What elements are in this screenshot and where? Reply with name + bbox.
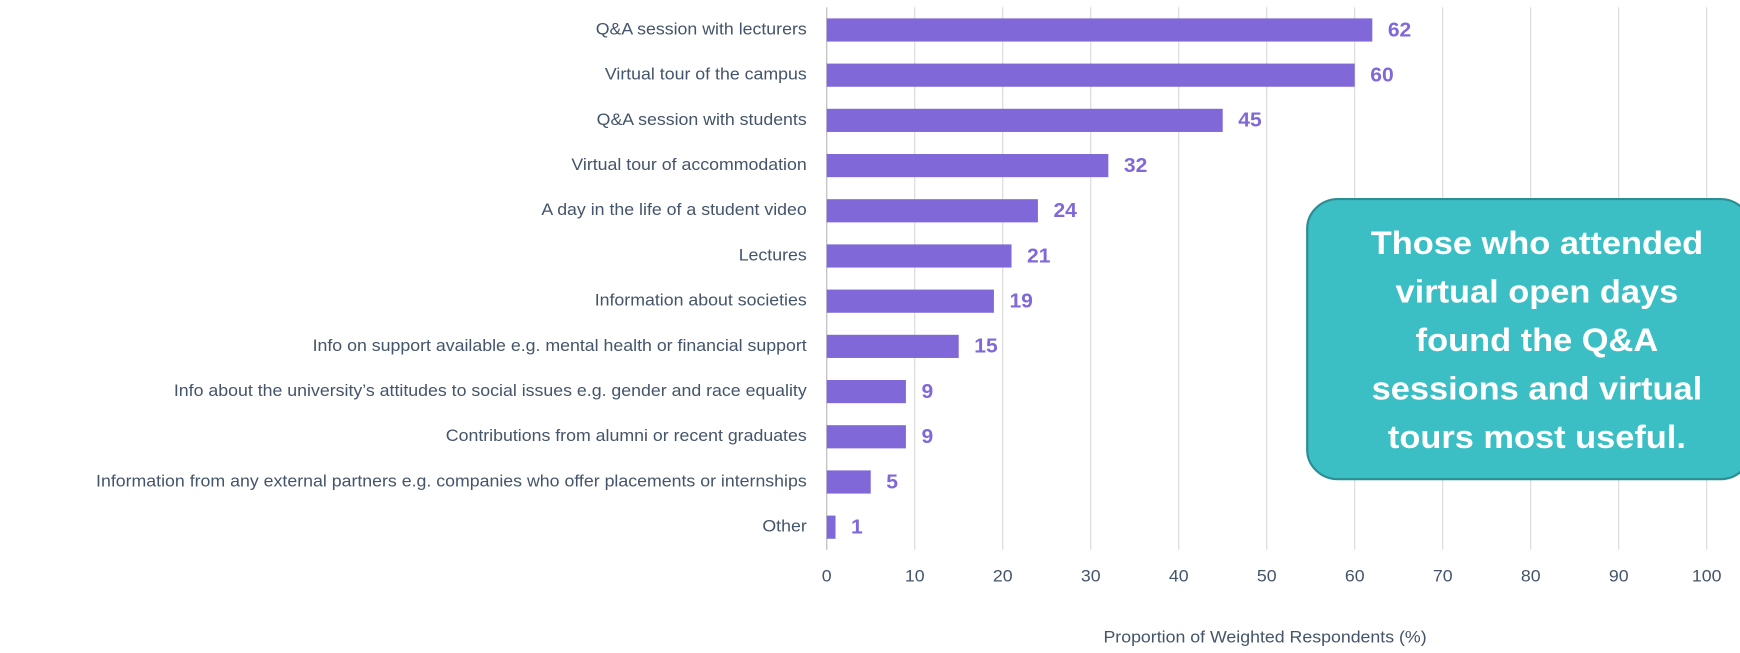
y-tick-label: Other [762,516,807,535]
x-tick-label: 70 [1433,566,1453,585]
annotation-text: Those who attended [1371,226,1703,262]
bar [826,334,959,358]
bar [826,63,1355,87]
y-tick-label: Contributions from alumni or recent grad… [446,426,807,445]
value-label: 5 [886,471,898,493]
y-tick-label: Q&A session with lecturers [596,19,807,38]
y-tick-label: Virtual tour of accommodation [571,154,806,173]
x-tick-label: 50 [1257,566,1277,585]
annotation-box [1306,198,1740,481]
value-label: 45 [1238,109,1261,131]
y-tick-label: Lectures [739,245,807,264]
value-label: 62 [1388,19,1411,41]
y-tick-label: Q&A session with students [597,109,807,128]
bar [826,108,1223,132]
x-tick-label: 80 [1521,566,1541,585]
value-label: 15 [974,335,997,357]
x-tick-label: 40 [1169,566,1189,585]
x-tick-label: 30 [1081,566,1101,585]
y-tick-label: Information about societies [595,290,807,309]
bar [826,379,906,404]
bar [826,199,1038,223]
bar [826,425,906,449]
y-tick-label: Information from any external partners e… [96,471,807,490]
annotation-text: tours most useful. [1388,420,1686,456]
x-tick-label: 10 [905,566,925,585]
x-tick-label: 0 [822,566,832,585]
y-tick-label: Info about the university’s attitudes to… [174,380,807,399]
value-label: 32 [1124,154,1147,176]
y-tick-label: Info on support available e.g. mental he… [313,335,807,354]
y-tick-label: A day in the life of a student video [541,200,806,219]
x-tick-label: 60 [1345,566,1365,585]
value-label: 21 [1027,245,1050,267]
value-label: 19 [1009,290,1032,312]
bar [826,244,1012,268]
y-tick-label: Virtual tour of the campus [605,64,807,83]
x-tick-label: 20 [993,566,1013,585]
x-tick-label: 90 [1609,566,1629,585]
value-label: 60 [1370,64,1393,86]
value-label: 24 [1053,200,1077,222]
annotation-text: sessions and virtual [1372,371,1703,407]
bar [826,470,871,494]
value-label: 9 [921,426,933,448]
annotation-text: virtual open days [1396,274,1679,310]
value-label: 9 [921,380,933,402]
x-tick-label: 100 [1692,566,1722,585]
annotation-text: found the Q&A [1416,323,1659,359]
bar [826,289,994,313]
value-label: 1 [851,516,863,538]
bar [826,515,836,539]
bar [826,18,1373,42]
bar [826,153,1109,178]
x-axis-label: Proportion of Weighted Respondents (%) [1103,627,1426,646]
